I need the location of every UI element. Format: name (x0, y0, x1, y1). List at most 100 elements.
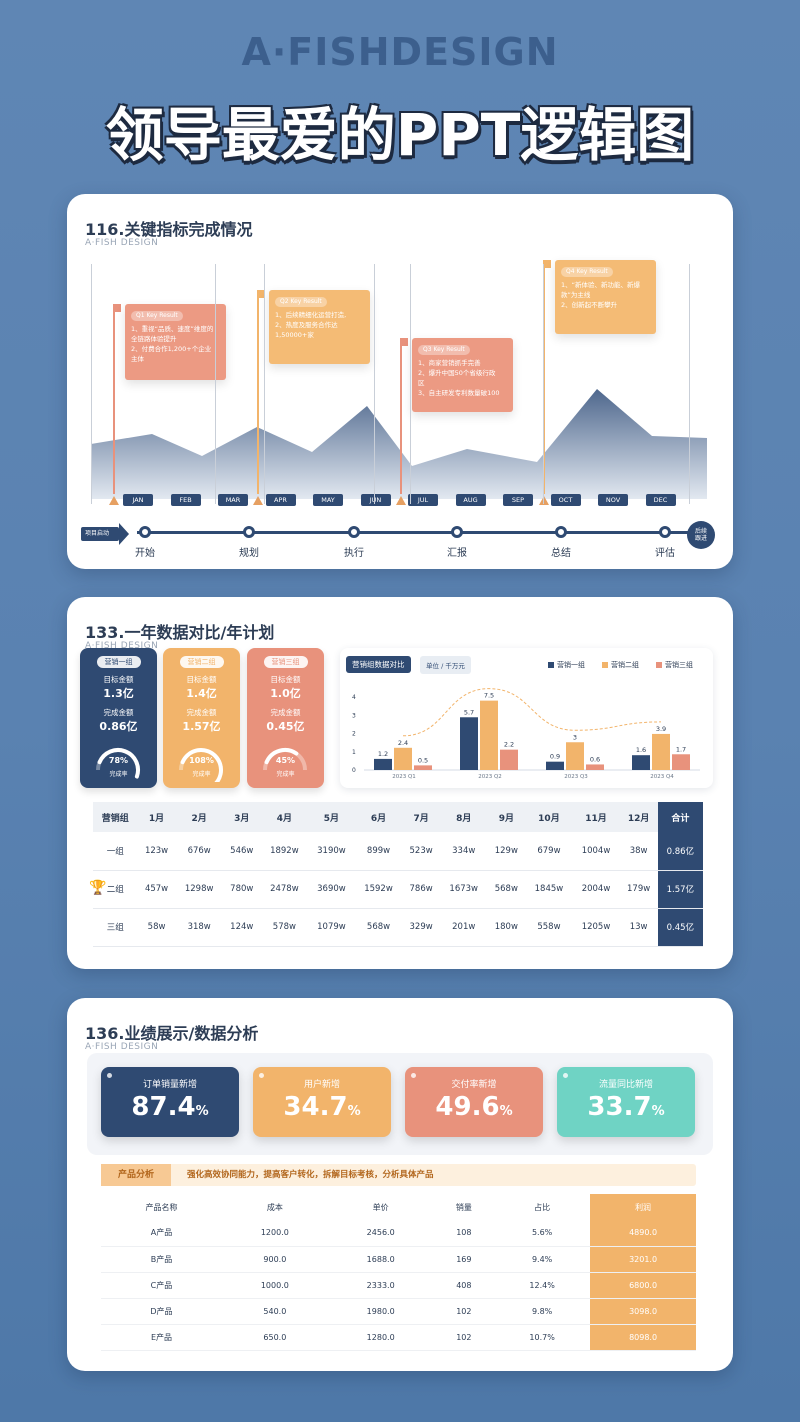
bar-chart: 0 1 2 3 4 1.2 2.4 0.5 2023 Q1 5.7 7.5 2.2 2023 Q2 0.9… (352, 688, 700, 780)
kr-flag (543, 260, 551, 268)
kpi-unit: % (195, 1104, 209, 1119)
kr-line: 1、“新体验、新功能、新爆 (561, 281, 641, 289)
kr-line: 2、创新起不断攀升 (561, 301, 618, 309)
table-cell: A产品 (101, 1220, 222, 1247)
table-cell: 1280.0 (327, 1324, 434, 1351)
table-cell: 3190w (307, 832, 355, 871)
table-header: 6月 (354, 802, 403, 832)
bar-value-label: 2.4 (398, 739, 408, 747)
bar (394, 747, 412, 770)
project-start-tag: 项目启动 (81, 527, 119, 541)
kr-line: 主体 (131, 355, 144, 363)
legend-item: 营销一组 (548, 660, 585, 670)
table-cell: 108 (433, 1220, 495, 1247)
rate-value: 108% (189, 756, 214, 765)
table-cell: 546w (222, 832, 261, 871)
bar (414, 765, 432, 770)
table-cell: 540.0 (221, 1298, 328, 1325)
table-cell: 2456.0 (327, 1220, 434, 1247)
card-title: 133.一年数据对比/年计划 (85, 623, 275, 642)
bar-value-label: 1.2 (378, 750, 388, 758)
table-row: 一组 123w 676w 546w 1892w 3190w 899w 523w 334w 129w… (93, 832, 703, 871)
completion-gauge (263, 748, 307, 771)
stage-label: 开始 (135, 548, 155, 559)
target-label: 目标金额 (186, 675, 217, 684)
table-cell: 780w (222, 870, 261, 909)
kpi-dot (107, 1073, 112, 1078)
target-label: 目标金额 (103, 675, 134, 684)
table-cell: 179w (619, 870, 658, 909)
kr-tag: Q1 Key Result (131, 311, 183, 321)
month-label: JUL (408, 494, 438, 506)
stage-label: 执行 (344, 548, 364, 559)
table-cell: 1845w (525, 870, 573, 909)
table-cell: 123w (137, 832, 176, 871)
table-header: 4月 (260, 802, 308, 832)
kr-tag: Q2 Key Result (275, 297, 327, 307)
table-cell: 568w (354, 908, 403, 947)
table-cell: 58w (137, 908, 176, 947)
grid-line (543, 264, 544, 504)
legend-swatch (548, 662, 554, 668)
analysis-tag: 产品分析 (101, 1164, 171, 1186)
table-header: 11月 (572, 802, 620, 832)
bar (652, 733, 670, 770)
table-cell: 1673w (440, 870, 488, 909)
bar (480, 700, 498, 770)
table-cell: 0.86亿 (657, 832, 703, 871)
bar (672, 754, 690, 770)
x-category-label: 2023 Q3 (564, 774, 588, 780)
timeline-node (555, 526, 567, 538)
y-tick-label: 3 (352, 712, 356, 719)
kpi-card: 交付率新增 49.6% (405, 1067, 543, 1137)
kr-line: 3、自主研发专利数量破100 (418, 389, 500, 397)
table-header: 销量 (455, 1202, 472, 1212)
table-cell: 169 (433, 1246, 495, 1273)
bar-value-label: 0.6 (590, 755, 600, 763)
bar-value-label: 3.9 (656, 725, 666, 733)
table-cell: 3098.0 (590, 1298, 696, 1325)
timeline-node (451, 526, 463, 538)
kpi-label: 交付率新增 (451, 1080, 497, 1090)
table-header: 成本 (266, 1202, 283, 1212)
legend-swatch (602, 662, 608, 668)
kpi-value: 87.4% (101, 1092, 239, 1122)
done-value: 0.45亿 (266, 720, 305, 733)
bar (500, 749, 518, 770)
table-row: C产品 1000.0 2333.0 408 12.4% 6800.0 (101, 1272, 696, 1299)
table-cell: 124w (222, 908, 261, 947)
table-cell: 1004w (572, 832, 620, 871)
table-header: 单价 (372, 1202, 389, 1212)
kpi-card: 流量同比新增 33.7% (557, 1067, 695, 1137)
table-cell: 1592w (354, 870, 403, 909)
table-cell: 558w (525, 908, 573, 947)
table-cell: 二组 (93, 870, 138, 909)
y-tick-label: 1 (352, 749, 356, 756)
milestone-marker (539, 496, 549, 505)
table-cell: 8098.0 (590, 1324, 696, 1351)
kpi-dot (563, 1073, 568, 1078)
rate-label: 完成率 (109, 771, 128, 778)
kr-flag (113, 304, 121, 312)
key-result-q3: Q3 Key Result 1、商家营销抓手完善 2、爆升中国50个省级行政区 3、自… (412, 338, 513, 412)
team-name: 营销一组 (96, 656, 141, 668)
follow-up-circle: 后续 跟进 (687, 521, 715, 549)
table-cell: 1200.0 (221, 1220, 328, 1247)
key-result-q1: Q1 Key Result 1、重视“品质、速度”维度的 全链路体验提升 2、付费合作… (125, 304, 226, 380)
key-result-q2: Q2 Key Result 1、后续精细化运营打造, 2、热度及服务合作达 1,500… (269, 290, 370, 364)
kr-line: 1、重视“品质、速度”维度的 (131, 325, 214, 333)
timeline-node (659, 526, 671, 538)
kr-pole (113, 304, 115, 494)
table-cell: 1079w (307, 908, 355, 947)
grid-line (91, 264, 92, 504)
table-cell: 1.57亿 (657, 870, 703, 909)
table-cell: 318w (175, 908, 223, 947)
table-cell: C产品 (101, 1272, 222, 1299)
month-label: OCT (550, 494, 581, 506)
table-cell: 1892w (260, 832, 308, 871)
stage-label: 评估 (655, 548, 675, 559)
done-label: 完成金额 (270, 708, 301, 717)
team-card: 营销一组 目标金额 1.3亿 完成金额 0.86亿 78% 完成率 (80, 648, 157, 788)
legend-swatch (656, 662, 662, 668)
x-category-label: 2023 Q4 (650, 774, 674, 780)
